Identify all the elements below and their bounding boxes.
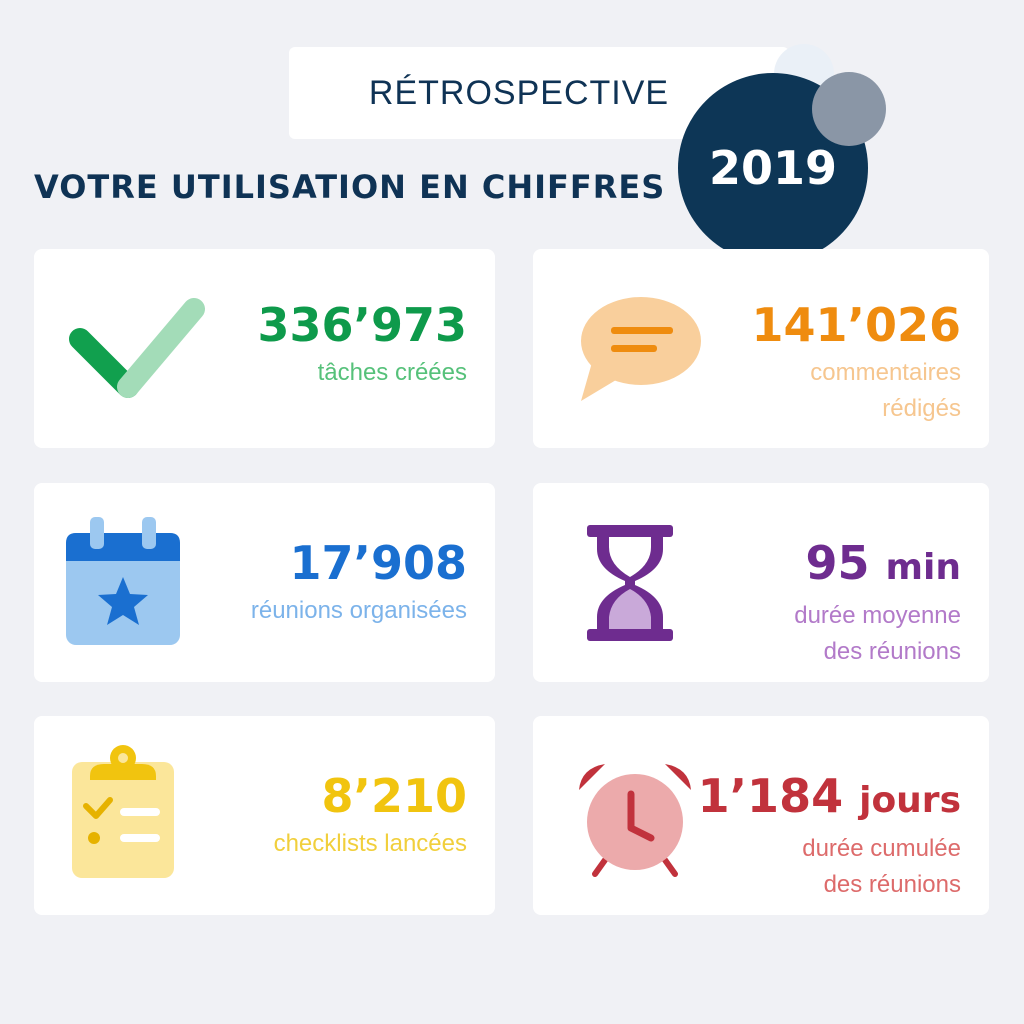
stat-card-meetings: 17’908 réunions organisées xyxy=(34,483,495,682)
stat-value: 95 min xyxy=(805,536,961,590)
stat-label: checklists lancées xyxy=(273,830,467,857)
stat-label: durée moyenne des réunions xyxy=(794,602,961,665)
stat-value: 141’026 xyxy=(751,298,961,352)
stat-label: tâches créées xyxy=(317,359,467,386)
stat-card-average-duration: 95 min durée moyenne des réunions xyxy=(533,483,989,682)
page-title: VOTRE UTILISATION EN CHIFFRES xyxy=(34,168,666,206)
stat-value: 1’184 jours xyxy=(697,769,961,823)
stat-value: 336’973 xyxy=(257,298,467,352)
stat-value: 8’210 xyxy=(321,769,467,823)
alarm-clock-icon xyxy=(579,764,691,877)
check-icon xyxy=(69,298,205,398)
retrospective-banner: RÉTROSPECTIVE xyxy=(289,47,789,139)
stat-card-tasks: 336’973 tâches créées xyxy=(34,249,495,448)
clipboard-checklist-icon xyxy=(72,745,174,878)
hourglass-icon xyxy=(587,525,673,641)
stat-label: réunions organisées xyxy=(250,597,467,624)
stat-card-cumulative-duration: 1’184 jours durée cumulée des réunions xyxy=(533,716,989,915)
stat-card-comments: 141’026 commentaires rédigés xyxy=(533,249,989,448)
stat-card-checklists: 8’210 checklists lancées xyxy=(34,716,495,915)
retrospective-label: RÉTROSPECTIVE xyxy=(368,73,670,112)
stat-value: 17’908 xyxy=(289,536,467,590)
stat-label: durée cumulée des réunions xyxy=(802,835,961,898)
stat-label: commentaires rédigés xyxy=(810,359,961,422)
calendar-star-icon xyxy=(66,517,180,645)
year-text: 2019 xyxy=(708,141,838,195)
comment-bubble-icon xyxy=(581,297,701,401)
decorative-bubble-grey xyxy=(812,72,886,146)
